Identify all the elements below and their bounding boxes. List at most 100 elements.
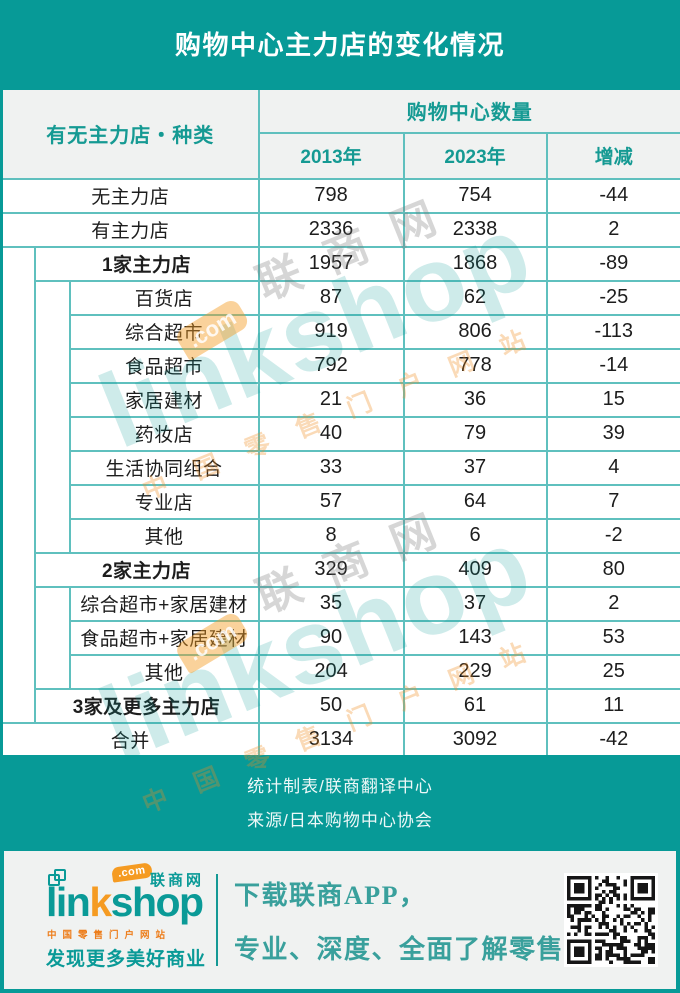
cell-value: 87 bbox=[257, 279, 405, 316]
table-row: 其他 8 6 -2 bbox=[2, 517, 680, 554]
cell-value: 90 bbox=[257, 619, 405, 656]
cell-value: 36 bbox=[402, 381, 548, 418]
cell-value: 11 bbox=[545, 687, 680, 724]
cell-value: 3134 bbox=[257, 721, 405, 758]
row-label: 家居建材 bbox=[68, 381, 260, 418]
table-row: 3家及更多主力店 50 61 11 bbox=[2, 687, 680, 724]
row-label-header: 有无主力店・种类 bbox=[0, 87, 260, 180]
cell-value: -44 bbox=[545, 177, 680, 214]
table-row: 生活协同组合 33 37 4 bbox=[2, 449, 680, 486]
row-label: 药妆店 bbox=[68, 415, 260, 452]
row-label: 合并 bbox=[0, 721, 260, 758]
cell-value: 57 bbox=[257, 483, 405, 520]
cell-value: 61 bbox=[402, 687, 548, 724]
cell-value: 2336 bbox=[257, 211, 405, 248]
cell-value: 37 bbox=[402, 449, 548, 486]
header-row-2: 2013年 2023年 增减 bbox=[2, 131, 680, 180]
table-row: 合并 3134 3092 -42 bbox=[0, 721, 680, 758]
cell-value: 754 bbox=[402, 177, 548, 214]
cell-value: -2 bbox=[545, 517, 680, 554]
row-label: 生活协同组合 bbox=[68, 449, 260, 486]
cell-value: 7 bbox=[545, 483, 680, 520]
row-label: 1家主力店 bbox=[33, 245, 260, 282]
cell-value: 204 bbox=[257, 653, 405, 690]
cell-value: 2 bbox=[545, 585, 680, 622]
row-label: 食品超市 bbox=[68, 347, 260, 384]
page-title: 购物中心主力店的变化情况 bbox=[174, 30, 505, 60]
wordmark-part1: lin bbox=[46, 879, 91, 925]
logo-cn-name: 联商网 bbox=[150, 872, 205, 889]
data-table: 有无主力店・种类 购物中心数量 2013年 2023年 增减 无主力店 798 75… bbox=[0, 87, 680, 758]
cell-value: 64 bbox=[402, 483, 548, 520]
banner-inner: .com 联商网 linkshop 中国零售门户网站 发现更多美好商业 下载联商… bbox=[4, 851, 676, 989]
cell-value: 53 bbox=[545, 619, 680, 656]
source-bar: 统计制表/联商翻译中心 来源/日本购物中心协会 bbox=[0, 758, 680, 844]
cell-value: 35 bbox=[257, 585, 405, 622]
row-label: 2家主力店 bbox=[33, 551, 260, 588]
row-label: 专业店 bbox=[68, 483, 260, 520]
cell-value: 62 bbox=[402, 279, 548, 316]
wordmark-part2: k bbox=[89, 879, 112, 925]
cell-value: 40 bbox=[257, 415, 405, 452]
indent-strip bbox=[33, 585, 71, 690]
cell-value: 409 bbox=[402, 551, 548, 588]
cell-value: 80 bbox=[545, 551, 680, 588]
cell-value: 1957 bbox=[257, 245, 405, 282]
promo-text: 下载联商APP， 专业、深度、全面了解零售 bbox=[234, 875, 564, 966]
table-row: 百货店 87 62 -25 bbox=[2, 279, 680, 554]
table-row: 有主力店 2336 2338 2 bbox=[0, 211, 680, 248]
row-label: 3家及更多主力店 bbox=[33, 687, 260, 724]
qr-code bbox=[564, 873, 659, 967]
cell-value: 25 bbox=[545, 653, 680, 690]
table-row: 无主力店 798 754 -44 bbox=[0, 177, 680, 214]
group-header: 购物中心数量 bbox=[257, 87, 680, 134]
source-line-credit: 统计制表/联商翻译中心 bbox=[247, 776, 433, 796]
cell-value: -42 bbox=[545, 721, 680, 758]
cell-value: -25 bbox=[545, 279, 680, 316]
row-label: 百货店 bbox=[68, 279, 260, 316]
logo-slogan: 发现更多美好商业 bbox=[46, 949, 207, 970]
cell-value: 50 bbox=[257, 687, 405, 724]
table-header: 有无主力店・种类 购物中心数量 2013年 2023年 增减 bbox=[0, 87, 680, 180]
cell-value: -14 bbox=[545, 347, 680, 384]
table-row: 食品超市+家居建材 90 143 53 bbox=[2, 619, 680, 656]
column-header-2013: 2013年 bbox=[257, 131, 405, 180]
column-header-2023: 2023年 bbox=[402, 131, 548, 180]
cell-value: -113 bbox=[545, 313, 680, 350]
logo-wordmark: linkshop bbox=[46, 879, 204, 925]
cell-value: 8 bbox=[257, 517, 405, 554]
title-bar: 购物中心主力店的变化情况 bbox=[0, 0, 680, 87]
row-label: 有主力店 bbox=[0, 211, 260, 248]
cell-value: 6 bbox=[402, 517, 548, 554]
source-line-origin: 来源/日本购物中心协会 bbox=[247, 810, 433, 830]
cell-value: 778 bbox=[402, 347, 548, 384]
cell-value: 2338 bbox=[402, 211, 548, 248]
row-label: 其他 bbox=[68, 653, 260, 690]
promo-line-1: 下载联商APP， bbox=[234, 880, 427, 910]
cell-value: -89 bbox=[545, 245, 680, 282]
row-label: 无主力店 bbox=[0, 177, 260, 214]
cell-value: 4 bbox=[545, 449, 680, 486]
row-label: 食品超市+家居建材 bbox=[68, 619, 260, 656]
row-label: 综合超市+家居建材 bbox=[68, 585, 260, 622]
row-label: 综合超市 bbox=[68, 313, 260, 350]
table-area: 联商网 .com linkshop 中国零售门户网站 联商网 .com link… bbox=[0, 87, 680, 819]
cell-value: 33 bbox=[257, 449, 405, 486]
table-row: 其他 204 229 25 bbox=[2, 653, 680, 690]
cell-value: 79 bbox=[402, 415, 548, 452]
cell-value: 15 bbox=[545, 381, 680, 418]
table-body: 无主力店 798 754 -44 有主力店 2336 2338 2 1家主力店 1957 1868-… bbox=[0, 177, 680, 758]
qr-code-pattern bbox=[567, 876, 656, 964]
table-row: 家居建材 21 36 15 bbox=[2, 381, 680, 418]
cell-value: 21 bbox=[257, 381, 405, 418]
cell-value: 1868 bbox=[402, 245, 548, 282]
wordmark-part3: shop bbox=[110, 879, 204, 925]
cell-value: 329 bbox=[257, 551, 405, 588]
cell-value: 229 bbox=[402, 653, 548, 690]
indent-strip bbox=[0, 245, 36, 724]
indent-strip bbox=[33, 279, 71, 554]
header-row-1: 有无主力店・种类 购物中心数量 bbox=[0, 87, 680, 180]
table-row: 药妆店 40 79 39 bbox=[2, 415, 680, 452]
column-header-delta: 增减 bbox=[545, 131, 680, 180]
